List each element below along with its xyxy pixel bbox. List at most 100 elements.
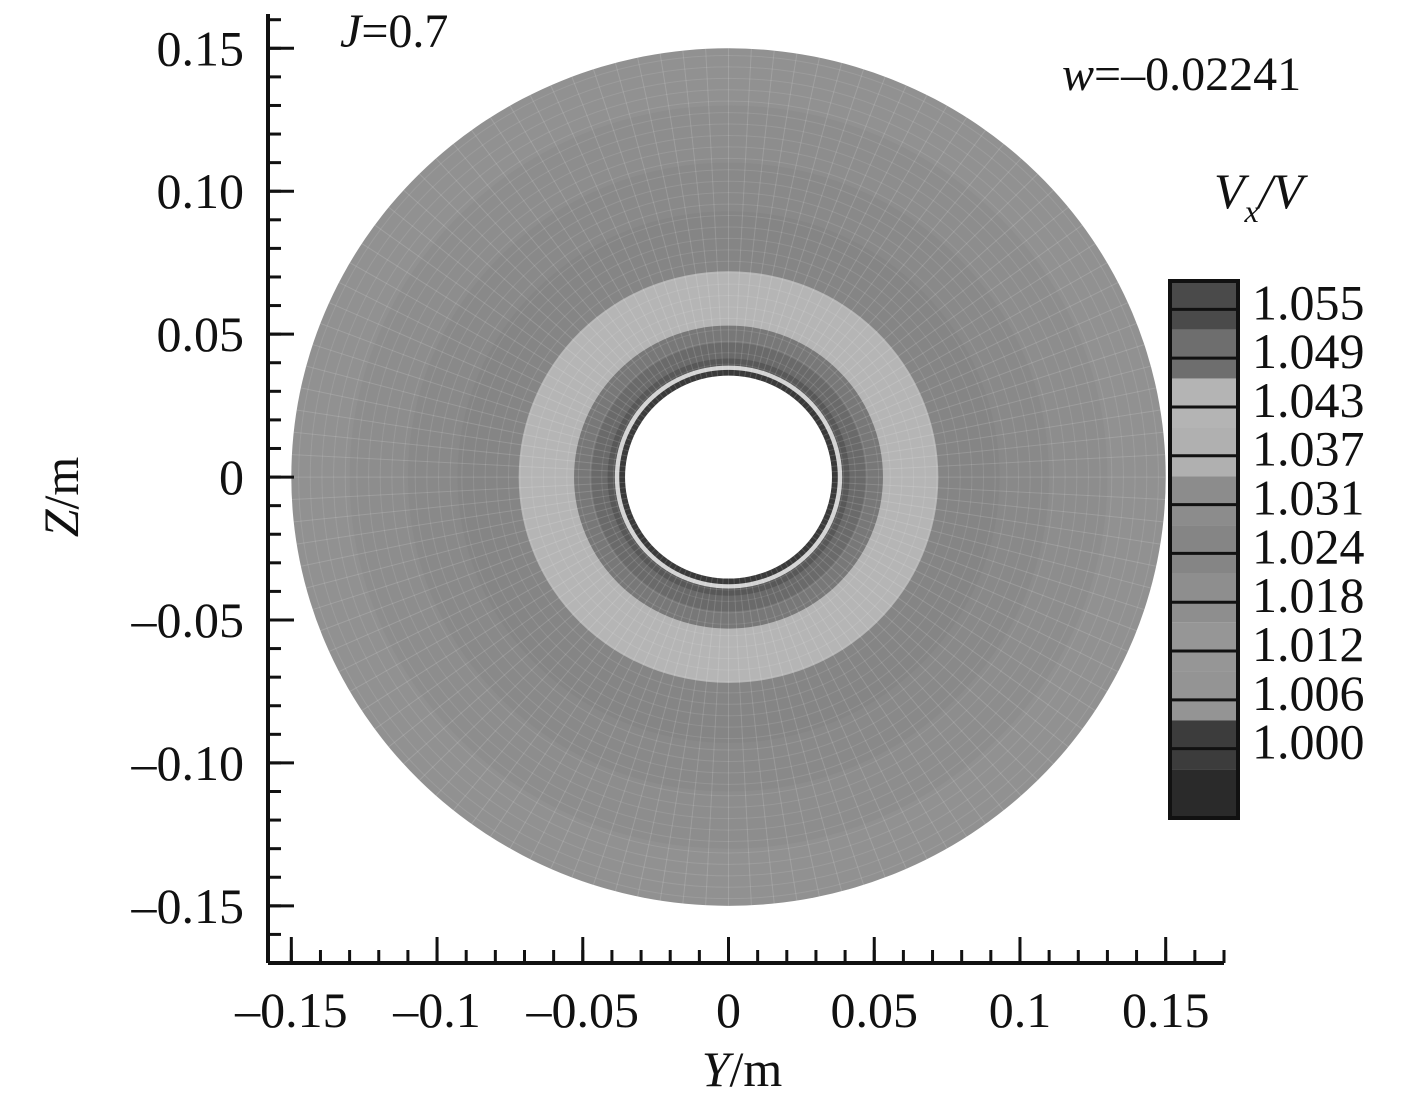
colorbar-swatch [1170,720,1238,770]
colorbar-frame [1168,279,1240,820]
mesh-radial-line [830,492,1161,545]
mesh-radial-line [388,206,649,414]
colorbar-level-label: 1.006 [1252,665,1365,721]
mesh-radial-line [349,262,640,427]
colorbar-swatch [1170,573,1238,623]
x-tick-label: –0.1 [392,982,481,1038]
mesh-circle-line [414,169,1043,785]
mesh-radial-line [760,69,865,381]
mesh-radial-line [529,567,682,860]
x-tick-label: –0.15 [234,982,348,1038]
mesh-radial-line [403,189,652,410]
mesh-radial-line [815,531,1096,712]
mesh-radial-line [775,94,928,387]
y-tick-label: 0 [219,449,244,505]
mesh-radial-line [471,129,669,396]
y-tick-label: 0.15 [157,20,245,76]
mesh-radial-line [306,365,629,452]
mesh-radial-line [509,105,678,390]
y-axis-title: Z/m [33,457,89,538]
y-tick-label: 0.05 [157,306,245,362]
colorbar-swatch [1170,427,1238,477]
mesh-radial-line [733,48,752,376]
colorbar-swatch [1170,378,1238,428]
axes: –0.15 –0.1 –0.05 0 0.05 0.1 0.15 0.15 0.10 0.05 0 –… [131,14,1226,1038]
contour-rings [291,48,1166,906]
colorbar-title: Vx/V [1214,163,1309,229]
colorbar-level-label: 1.012 [1252,616,1365,672]
mesh-radial-line [765,76,886,383]
x-axis-title: Y/m [702,1041,783,1097]
mesh-radial-line [296,409,627,462]
x-tick-label: 0.05 [830,982,918,1038]
mesh-radial-line [779,564,948,849]
mesh-radial-line [738,50,775,377]
mesh-radial-line [682,577,719,904]
mesh-radial-line [779,105,948,390]
x-tick-label: 0.15 [1122,982,1210,1038]
mesh-radial-line [788,558,986,825]
mesh-radial-line [529,94,682,387]
mesh-radial-line [419,548,656,781]
j-annotation: J=0.7 [340,5,448,58]
mesh-radial-line [826,507,1145,611]
mesh-radial-line [361,531,643,712]
mesh-radial-line [754,574,843,892]
mesh-circle-line [612,363,845,591]
mesh-radial-line [828,365,1151,452]
y-tick-label: –0.10 [131,735,245,791]
mesh-radial-line [320,512,633,632]
mesh-radial-line [788,129,986,396]
mesh-radial-line [770,569,907,869]
mesh-radial-line [306,502,629,589]
mesh-radial-line [824,512,1137,632]
mesh-radial-line [571,571,692,878]
mesh-circle-line [438,192,1020,762]
mesh-radial-line [738,577,775,904]
mesh-radial-line [831,454,1166,473]
mesh-circle-line [601,352,856,602]
mesh-radial-line [829,387,1157,457]
mesh-circle-line [403,157,1054,797]
mesh-circle-line [472,226,985,728]
mesh-radial-line [765,571,886,878]
colorbar-swatch [1170,769,1238,818]
mesh-radial-line [403,544,652,765]
mesh-radial-line [822,517,1129,652]
mesh-circle-line [577,329,880,625]
mesh-radial-line [793,555,1005,811]
colorbar-swatch [1170,525,1238,574]
mesh-radial-line [797,158,1022,402]
mesh-radial-line [775,567,928,860]
mesh-radial-line [784,561,968,837]
mesh-circle-line [321,77,1136,877]
mesh-circle-line [531,283,926,671]
mesh-radial-line [291,454,626,473]
mesh-circle-line [484,237,973,717]
mesh-circle-line [507,260,950,694]
mesh-radial-line [550,85,687,385]
colorbar-level-label: 1.037 [1252,421,1365,477]
mesh-radial-line [419,173,656,406]
mesh-circle-line [554,306,903,648]
mesh-radial-line [820,522,1119,673]
mesh-radial-line [817,262,1108,427]
mesh-radial-line [831,481,1166,501]
mesh-radial-line [471,558,669,825]
mesh-circle-line [496,249,961,705]
mesh-radial-line [388,540,649,748]
mesh-radial-line [820,281,1119,432]
mesh-radial-line [811,224,1083,418]
mesh-radial-line [300,497,628,567]
colorbar-level-label: 1.024 [1252,518,1365,574]
mesh-radial-line [659,53,713,377]
mesh-radial-line [805,544,1054,765]
y-tick-label: –0.15 [131,878,245,934]
y-tick-label: –0.05 [131,592,245,648]
colorbar-swatch [1170,476,1238,526]
colorbar: 1.0551.0491.0431.0371.0311.0241.0181.012… [1168,274,1365,820]
mesh-circle-line [461,215,996,740]
mesh-radial-line [784,117,968,393]
colorbar-level-label: 1.000 [1252,714,1365,770]
mesh-radial-line [312,344,631,447]
